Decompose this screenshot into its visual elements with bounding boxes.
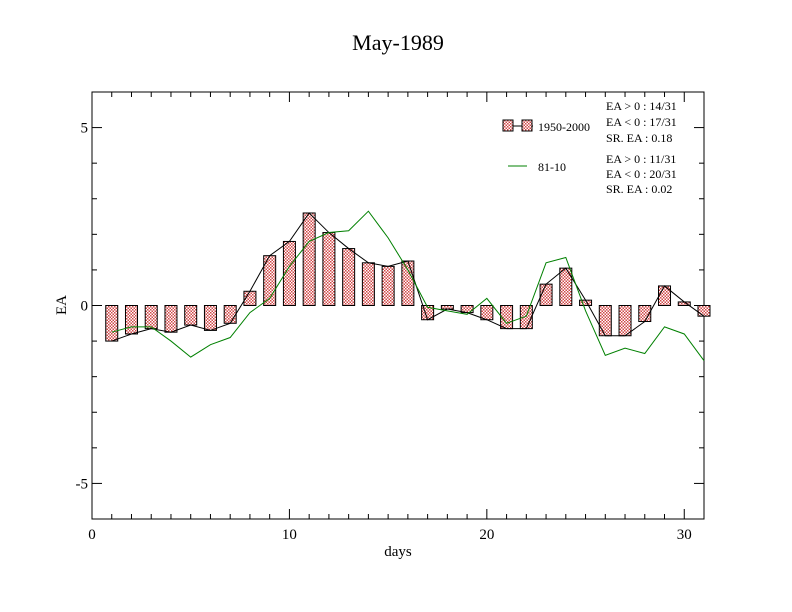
x-tick-label-20: 20 — [479, 527, 494, 543]
bar-day-26 — [598, 305, 612, 337]
legend-stat-2-2: EA < 0 : 20/31 — [606, 167, 677, 181]
bar-day-15 — [381, 265, 395, 307]
y-axis-label: EA — [54, 295, 70, 315]
bar-day-3 — [144, 305, 158, 330]
legend-stat-2-3: SR. EA : 0.02 — [606, 182, 672, 196]
bar-day-11 — [302, 212, 316, 307]
bar-day-22 — [519, 305, 533, 330]
bar-day-31 — [697, 305, 711, 317]
line-layer — [111, 210, 705, 361]
legend-label-1950-2000: 1950-2000 — [538, 120, 590, 134]
legend-stat-1-2: EA < 0 : 17/31 — [606, 115, 677, 129]
x-tick-label-10: 10 — [282, 527, 297, 543]
series-line-81-10 — [111, 210, 705, 361]
x-axis-label: days — [384, 544, 412, 560]
series-line-1950-2000 — [111, 212, 705, 342]
legend-stat-2-1: EA > 0 : 11/31 — [606, 152, 676, 166]
legend-swatch-bar-right — [521, 119, 533, 132]
bar-day-14 — [361, 262, 375, 306]
legend-stat-1-3: SR. EA : 0.18 — [606, 131, 672, 145]
x-tick-label-30: 30 — [677, 527, 692, 543]
legend: EA > 0 : 14/31 EA < 0 : 17/31 SR. EA : 0… — [502, 99, 677, 196]
bar-day-20 — [480, 305, 494, 321]
y-tick-label-5: 5 — [81, 121, 89, 137]
legend-swatch-bar-left — [502, 119, 514, 132]
legend-stat-1-1: EA > 0 : 14/31 — [606, 99, 677, 113]
y-tick-label-0: 0 — [81, 299, 89, 315]
bar-day-27 — [618, 305, 632, 337]
bar-day-4 — [164, 305, 178, 333]
legend-label-81-10: 81-10 — [538, 160, 566, 174]
bar-day-7 — [223, 305, 237, 324]
chart-title: May-1989 — [352, 30, 444, 55]
x-tick-label-0: 0 — [88, 527, 96, 543]
bar-day-21 — [500, 305, 514, 330]
bar-day-12 — [322, 232, 336, 306]
bar-day-5 — [184, 305, 198, 326]
bar-day-24 — [559, 267, 573, 307]
bar-series-1950-2000 — [105, 212, 711, 342]
y-tick-label--5: -5 — [76, 476, 89, 492]
bar-day-6 — [203, 305, 217, 331]
bar-day-13 — [342, 248, 356, 306]
bar-day-1 — [105, 305, 119, 342]
axis-ticks: 0 10 20 30 -5 0 5 — [76, 92, 705, 543]
bar-day-16 — [401, 260, 415, 307]
bar-day-2 — [124, 305, 138, 335]
bar-day-18 — [440, 305, 454, 310]
